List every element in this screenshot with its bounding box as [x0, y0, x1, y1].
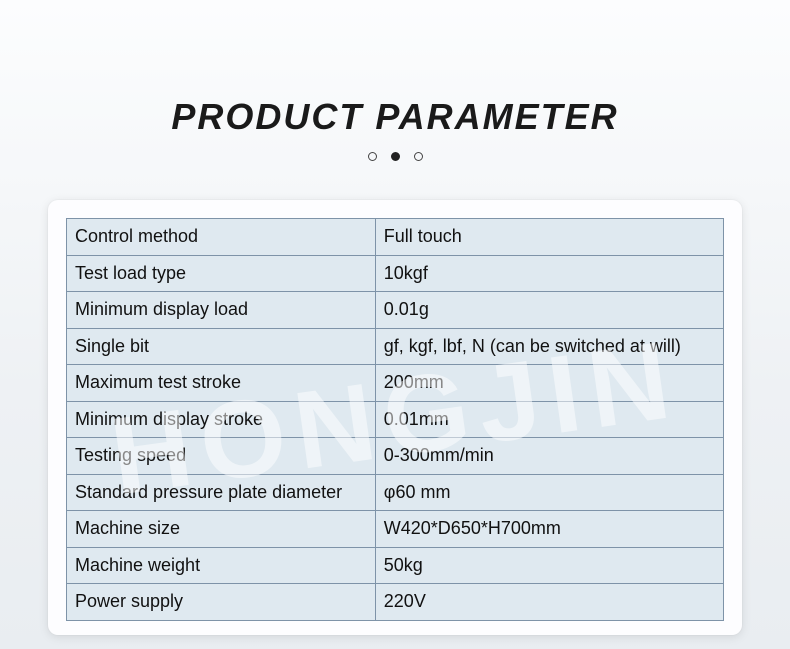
table-row: Control methodFull touch — [67, 219, 724, 256]
spec-value: 50kg — [375, 547, 723, 584]
table-row: Standard pressure plate diameterφ60 mm — [67, 474, 724, 511]
spec-key: Machine weight — [67, 547, 376, 584]
table-row: Single bitgf, kgf, lbf, N (can be switch… — [67, 328, 724, 365]
spec-value: 200mm — [375, 365, 723, 402]
spec-value: 0.01mm — [375, 401, 723, 438]
table-row: Test load type10kgf — [67, 255, 724, 292]
spec-key: Single bit — [67, 328, 376, 365]
pager-dots — [0, 152, 790, 161]
spec-value: Full touch — [375, 219, 723, 256]
spec-card: HONGJIN Control methodFull touchTest loa… — [48, 200, 742, 635]
table-row: Power supply220V — [67, 584, 724, 621]
spec-value: 220V — [375, 584, 723, 621]
table-row: Testing speed0-300mm/min — [67, 438, 724, 475]
spec-key: Minimum display load — [67, 292, 376, 329]
pager-dot — [391, 152, 400, 161]
table-row: Minimum display stroke0.01mm — [67, 401, 724, 438]
spec-key: Test load type — [67, 255, 376, 292]
table-row: Machine weight50kg — [67, 547, 724, 584]
spec-value: 10kgf — [375, 255, 723, 292]
pager-dot — [414, 152, 423, 161]
spec-key: Maximum test stroke — [67, 365, 376, 402]
spec-key: Standard pressure plate diameter — [67, 474, 376, 511]
spec-table: Control methodFull touchTest load type10… — [66, 218, 724, 621]
spec-value: 0-300mm/min — [375, 438, 723, 475]
spec-value: 0.01g — [375, 292, 723, 329]
spec-value: φ60 mm — [375, 474, 723, 511]
spec-key: Testing speed — [67, 438, 376, 475]
table-row: Machine sizeW420*D650*H700mm — [67, 511, 724, 548]
table-row: Maximum test stroke200mm — [67, 365, 724, 402]
table-row: Minimum display load0.01g — [67, 292, 724, 329]
spec-key: Power supply — [67, 584, 376, 621]
pager-dot — [368, 152, 377, 161]
page-title: PRODUCT PARAMETER — [0, 96, 790, 138]
spec-value: W420*D650*H700mm — [375, 511, 723, 548]
spec-key: Machine size — [67, 511, 376, 548]
spec-key: Minimum display stroke — [67, 401, 376, 438]
spec-value: gf, kgf, lbf, N (can be switched at will… — [375, 328, 723, 365]
spec-key: Control method — [67, 219, 376, 256]
